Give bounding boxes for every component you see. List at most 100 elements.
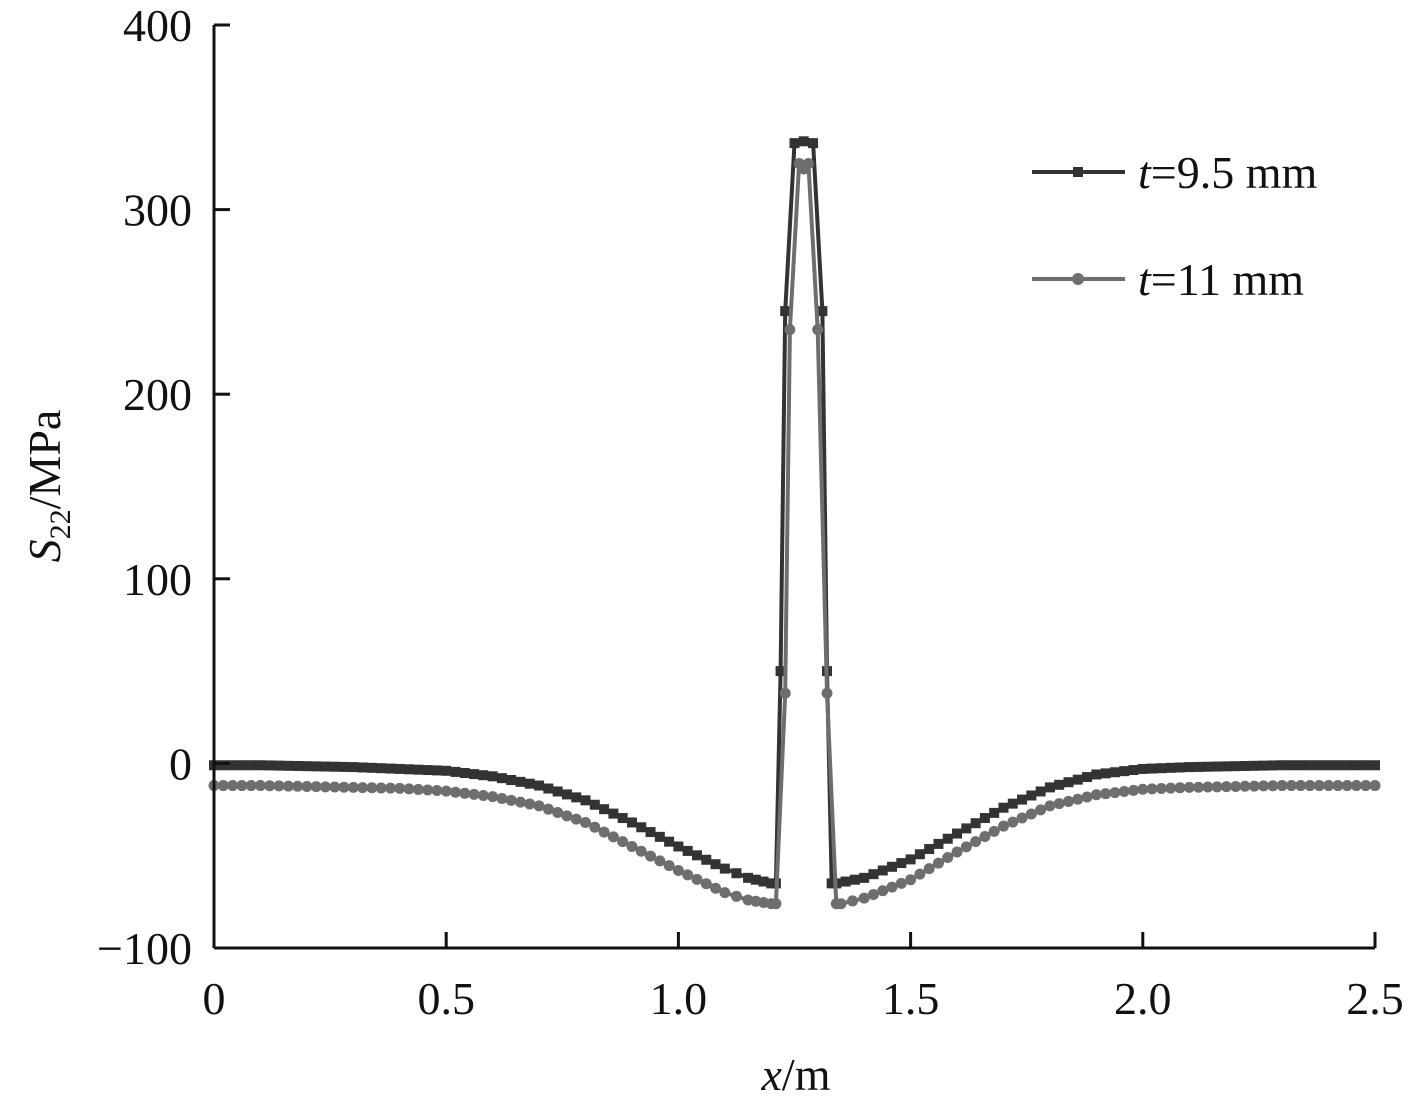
series-point-0 — [673, 841, 684, 852]
series-point-0 — [496, 773, 507, 784]
series-point-1 — [440, 785, 452, 797]
series-point-0 — [274, 760, 285, 771]
series-point-1 — [1304, 780, 1316, 792]
series-point-0 — [1109, 767, 1120, 778]
series-point-1 — [236, 780, 248, 792]
series-point-1 — [1062, 795, 1074, 807]
series-point-1 — [394, 782, 406, 794]
series-point-1 — [1016, 812, 1028, 824]
series-point-0 — [543, 783, 554, 794]
series-point-0 — [1100, 768, 1111, 779]
series-point-0 — [1314, 760, 1325, 771]
x-axis-title: x/m — [761, 1049, 831, 1100]
y-tick-label: −100 — [97, 923, 192, 974]
series-point-0 — [1137, 763, 1148, 774]
series-point-0 — [1370, 760, 1380, 771]
series-point-0 — [664, 836, 675, 847]
series-point-0 — [320, 761, 331, 772]
series-point-1 — [1035, 804, 1047, 816]
series-point-0 — [905, 854, 916, 865]
series-point-0 — [589, 799, 600, 810]
series-point-0 — [1128, 765, 1139, 776]
series-point-0 — [1258, 760, 1269, 771]
series-point-1 — [319, 781, 331, 793]
series-point-0 — [710, 859, 721, 870]
series-point-1 — [672, 864, 684, 876]
series-point-0 — [887, 861, 898, 872]
series-point-1 — [598, 826, 610, 838]
series-point-1 — [988, 825, 1000, 837]
series-point-0 — [654, 831, 665, 842]
series-point-0 — [789, 138, 800, 149]
series-point-1 — [273, 780, 285, 792]
series-point-0 — [1202, 761, 1213, 772]
x-ticks: 0 0.5 1.0 1.5 2.0 2.5 — [203, 932, 1404, 1024]
series-point-1 — [338, 781, 350, 793]
series-point-1 — [1360, 780, 1372, 792]
series-point-0 — [750, 874, 761, 885]
series-point-1 — [487, 791, 499, 803]
series-point-1 — [570, 813, 582, 825]
series-point-1 — [1007, 816, 1019, 828]
series-point-0 — [1286, 760, 1297, 771]
series-point-1 — [802, 157, 814, 169]
series-point-0 — [1035, 786, 1046, 797]
series-point-0 — [255, 760, 266, 771]
series-point-1 — [1053, 798, 1065, 810]
series-point-0 — [515, 776, 526, 787]
series-point-0 — [329, 761, 340, 772]
series-point-0 — [292, 760, 303, 771]
series-point-1 — [524, 798, 536, 810]
series-point-1 — [1285, 780, 1297, 792]
series-point-0 — [348, 762, 359, 773]
series-point-1 — [245, 780, 257, 792]
series-point-0 — [1147, 763, 1158, 774]
series-point-0 — [264, 760, 275, 771]
series-point-0 — [743, 872, 754, 883]
series-point-1 — [1313, 780, 1325, 792]
x-tick-label: 0 — [203, 973, 226, 1024]
series-point-0 — [580, 795, 591, 806]
series-point-1 — [1109, 787, 1121, 799]
series-point-1 — [496, 792, 508, 804]
series-point-0 — [227, 760, 238, 771]
series-point-1 — [264, 780, 276, 792]
series-point-1 — [477, 790, 489, 802]
series-point-1 — [1025, 808, 1037, 820]
legend-item-1: t=11 mm — [1032, 254, 1304, 305]
x-tick-label: 2.5 — [1346, 973, 1404, 1024]
series-point-1 — [468, 788, 480, 800]
series-point-0 — [691, 850, 702, 861]
series-point-1 — [626, 840, 638, 852]
y-axis-var: S — [19, 539, 70, 562]
series-point-0 — [719, 863, 730, 874]
series-point-0 — [1091, 769, 1102, 780]
series-point-0 — [798, 136, 809, 147]
series-point-0 — [1351, 760, 1362, 771]
series-point-1 — [1341, 780, 1353, 792]
series-point-1 — [1211, 781, 1223, 793]
series-point-0 — [1221, 761, 1232, 772]
series-point-1 — [459, 787, 471, 799]
series-point-1 — [1146, 783, 1158, 795]
series-point-1 — [329, 781, 341, 793]
series-point-0 — [506, 775, 517, 786]
series-point-0 — [1249, 760, 1260, 771]
series-point-0 — [552, 786, 563, 797]
series-point-1 — [1267, 780, 1279, 792]
series-point-0 — [571, 792, 582, 803]
series-point-0 — [1267, 760, 1278, 771]
series-point-0 — [1184, 762, 1195, 773]
series-point-1 — [217, 780, 229, 792]
series-point-1 — [730, 890, 742, 902]
y-tick-label: 200 — [123, 369, 192, 420]
series-point-0 — [849, 874, 860, 885]
series-point-1 — [979, 831, 991, 843]
series-point-1 — [533, 800, 545, 812]
series-point-0 — [1119, 766, 1130, 777]
series-point-0 — [469, 769, 480, 780]
series-point-0 — [1174, 762, 1185, 773]
series-point-0 — [301, 761, 312, 772]
legend-label-1: t=11 mm — [1138, 254, 1304, 305]
